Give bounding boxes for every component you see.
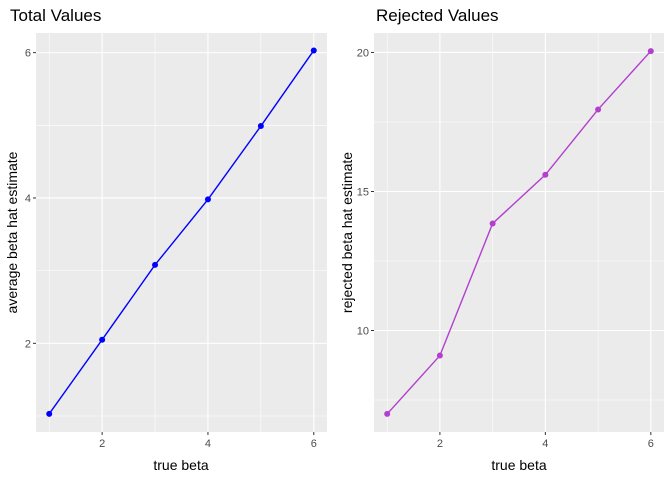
x-tick-label: 4 [542, 438, 548, 450]
data-point [204, 196, 211, 203]
data-point [436, 352, 443, 359]
y-axis-ticks: 2 4 6 [25, 48, 36, 350]
data-point [46, 410, 53, 417]
x-axis-ticks: 2 4 6 [437, 432, 654, 450]
data-point [152, 261, 159, 268]
series-line [386, 50, 652, 415]
data-points [384, 48, 654, 417]
plot-rejected-values: 2 4 6 10 15 20 Rejected Values true beta rej… [339, 6, 664, 473]
data-point [647, 48, 654, 55]
x-tick-label: 6 [311, 438, 317, 450]
x-axis-ticks: 2 4 6 [99, 432, 317, 450]
data-points [46, 47, 317, 417]
plot-panel [374, 33, 664, 432]
y-tick-label: 4 [25, 193, 31, 205]
data-point [99, 336, 106, 343]
y-axis-ticks: 10 15 20 [357, 47, 374, 338]
major-gridlines [36, 33, 327, 432]
minor-gridlines [374, 33, 664, 432]
data-point [310, 47, 317, 54]
chart-title: Total Values [10, 6, 101, 25]
y-tick-label: 10 [357, 326, 369, 338]
y-tick-label: 6 [25, 48, 31, 60]
plot-total-values: 2 4 6 2 4 6 Total Values true beta average b… [4, 6, 327, 473]
x-tick-label: 4 [205, 438, 211, 450]
data-point [489, 220, 496, 227]
data-point [595, 106, 602, 113]
x-axis-label: true beta [153, 457, 208, 473]
chart-title: Rejected Values [376, 6, 499, 25]
y-tick-label: 2 [25, 338, 31, 350]
x-axis-label: true beta [491, 457, 546, 473]
y-axis-label: rejected beta hat estimate [339, 152, 355, 313]
y-tick-label: 20 [357, 47, 369, 59]
data-point [384, 410, 391, 417]
x-tick-label: 2 [437, 438, 443, 450]
series-line [48, 50, 315, 415]
data-point [257, 123, 264, 130]
y-axis-label: average beta hat estimate [4, 151, 20, 313]
data-point [542, 171, 549, 178]
y-tick-label: 15 [357, 186, 369, 198]
minor-gridlines [36, 33, 327, 432]
x-tick-label: 2 [99, 438, 105, 450]
major-gridlines [374, 33, 664, 432]
x-tick-label: 6 [648, 438, 654, 450]
